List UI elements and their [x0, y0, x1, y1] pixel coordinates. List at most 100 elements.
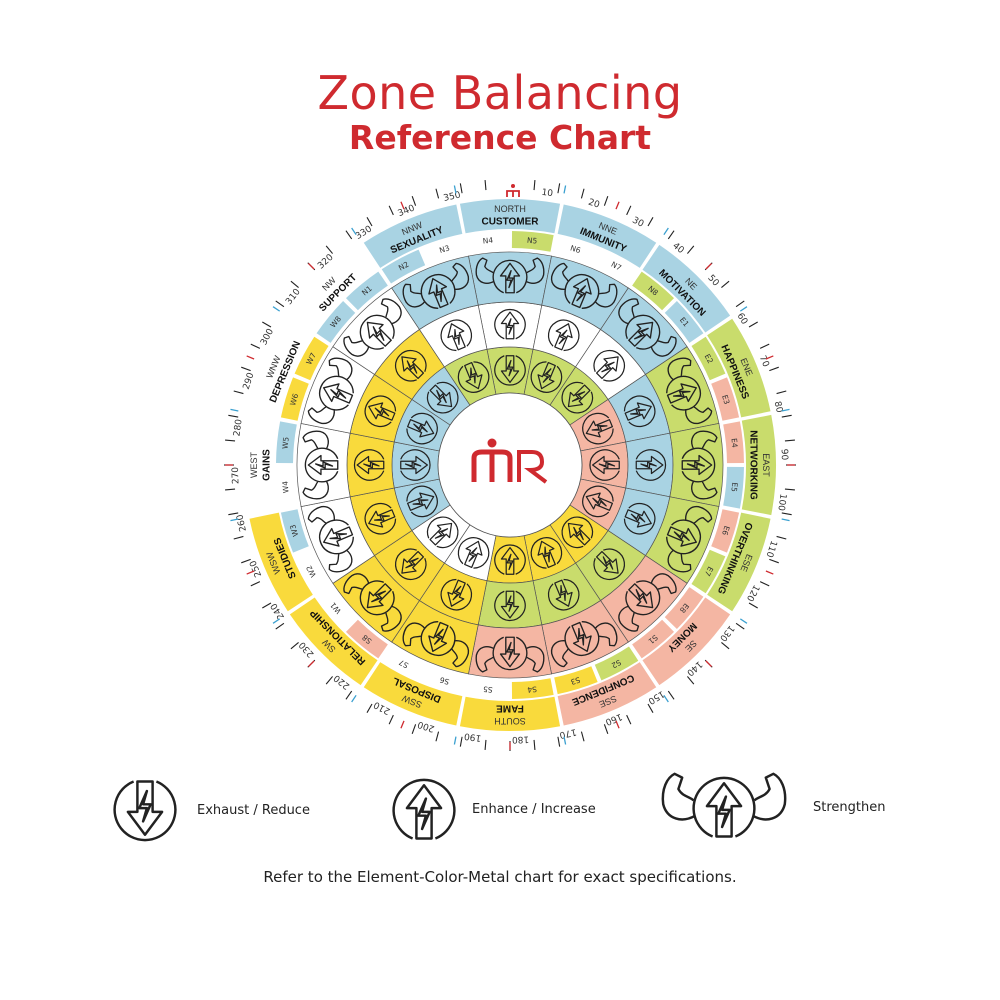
zone-boundary-tick	[351, 694, 357, 703]
degree-tick	[325, 245, 334, 254]
direction-center-tick	[705, 263, 712, 270]
zone-band-nne	[557, 204, 657, 268]
zone-boundary-tick	[230, 518, 239, 522]
pada-cell	[316, 300, 356, 343]
degree-tick	[647, 217, 654, 227]
pada-label: N6	[569, 243, 582, 255]
degree-label: 160	[603, 711, 623, 727]
degree-tick	[647, 703, 654, 713]
degree-tick	[759, 581, 770, 587]
degree-label: 30	[630, 216, 645, 230]
zone-band-west	[244, 414, 279, 516]
pada-cell	[594, 646, 639, 681]
pada-label: N3	[438, 243, 451, 255]
pada-cell	[316, 587, 356, 630]
degree-label: 250	[248, 558, 264, 578]
degree-tick	[748, 602, 758, 609]
zone-band-nnw	[363, 204, 463, 268]
degree-tick	[776, 535, 787, 540]
pada-cell	[632, 271, 675, 311]
degree-tick	[603, 196, 609, 206]
pada-label: S6	[438, 675, 450, 686]
degree-label: 20	[587, 198, 601, 211]
degree-tick	[388, 205, 394, 216]
pada-cell	[554, 235, 598, 264]
degree-tick	[484, 739, 487, 750]
degree-tick	[784, 439, 795, 442]
degree-tick	[759, 343, 770, 349]
zone-direction: WEST	[249, 451, 259, 478]
pada-cell	[511, 678, 554, 699]
pada-cell	[466, 231, 509, 252]
degree-tick	[459, 183, 463, 194]
footnote: Refer to the Element-Color-Metal chart f…	[263, 868, 737, 886]
degree-tick	[686, 245, 695, 254]
zone-band-sse	[557, 662, 657, 726]
zone-boundary-tick	[351, 227, 357, 236]
pada-cell	[466, 678, 509, 699]
direction-center-tick	[615, 720, 620, 729]
pada-cell	[381, 249, 426, 284]
zone-band-ssw	[363, 662, 463, 726]
direction-center-tick	[400, 720, 405, 729]
zone-boundary-tick	[663, 694, 669, 703]
degree-label: 200	[416, 718, 436, 733]
degree-label: 50	[705, 273, 720, 288]
zone-band-south	[459, 696, 561, 731]
degree-tick	[769, 366, 779, 372]
degree-tick	[533, 180, 536, 191]
degree-label: 340	[397, 203, 417, 219]
degree-label: 80	[772, 400, 784, 414]
zone-boundary-tick	[781, 518, 790, 522]
zone-direction: EAST	[761, 453, 771, 477]
pada-label: E5	[729, 482, 739, 493]
degree-tick	[667, 690, 675, 700]
pada-label: N4	[482, 236, 493, 246]
degree-tick	[626, 714, 632, 725]
pada-cell	[345, 271, 388, 311]
pada-cell	[381, 646, 426, 681]
degree-tick	[262, 602, 272, 609]
zone-band-north	[459, 199, 561, 234]
degree-tick	[275, 300, 285, 308]
zone-boundary-tick	[230, 408, 239, 412]
direction-center-tick	[308, 660, 315, 667]
degree-label: 350	[443, 190, 462, 203]
pada-label: N7	[610, 260, 624, 273]
zone-band-ese	[707, 512, 771, 612]
legend-label-exhaust: Exhaust / Reduce	[197, 803, 310, 818]
degree-tick	[325, 676, 334, 685]
degree-tick	[345, 690, 353, 700]
direction-center-tick	[400, 201, 405, 210]
degree-tick	[557, 183, 561, 194]
pada-cell	[422, 235, 466, 264]
direction-center-tick	[705, 660, 712, 667]
pada-label: N5	[526, 236, 537, 246]
degree-tick	[769, 558, 779, 564]
pada-label: S5	[482, 684, 493, 694]
degree-tick	[781, 512, 792, 516]
degree-label: 260	[235, 513, 248, 532]
degree-tick	[667, 230, 675, 240]
exhaust-icon	[113, 780, 177, 842]
zone-band-east	[741, 414, 777, 516]
degree-tick	[484, 180, 487, 191]
pada-label: E3	[720, 394, 731, 406]
zone-boundary-tick	[781, 408, 790, 412]
zone-name: NETWORKING	[748, 430, 759, 500]
page-title: Zone Balancing	[317, 66, 683, 120]
degree-tick	[388, 714, 394, 725]
degree-label: 190	[463, 730, 482, 742]
direction-center-tick	[765, 570, 774, 575]
degree-tick	[557, 736, 561, 747]
degree-tick	[411, 724, 417, 734]
degree-label: 110	[763, 539, 778, 559]
degree-tick	[580, 188, 585, 199]
degree-tick	[262, 321, 272, 328]
degree-label: 180	[511, 733, 529, 744]
zone-boundary-tick	[563, 185, 567, 194]
pada-label: E4	[729, 438, 739, 449]
pada-cell	[280, 509, 309, 553]
